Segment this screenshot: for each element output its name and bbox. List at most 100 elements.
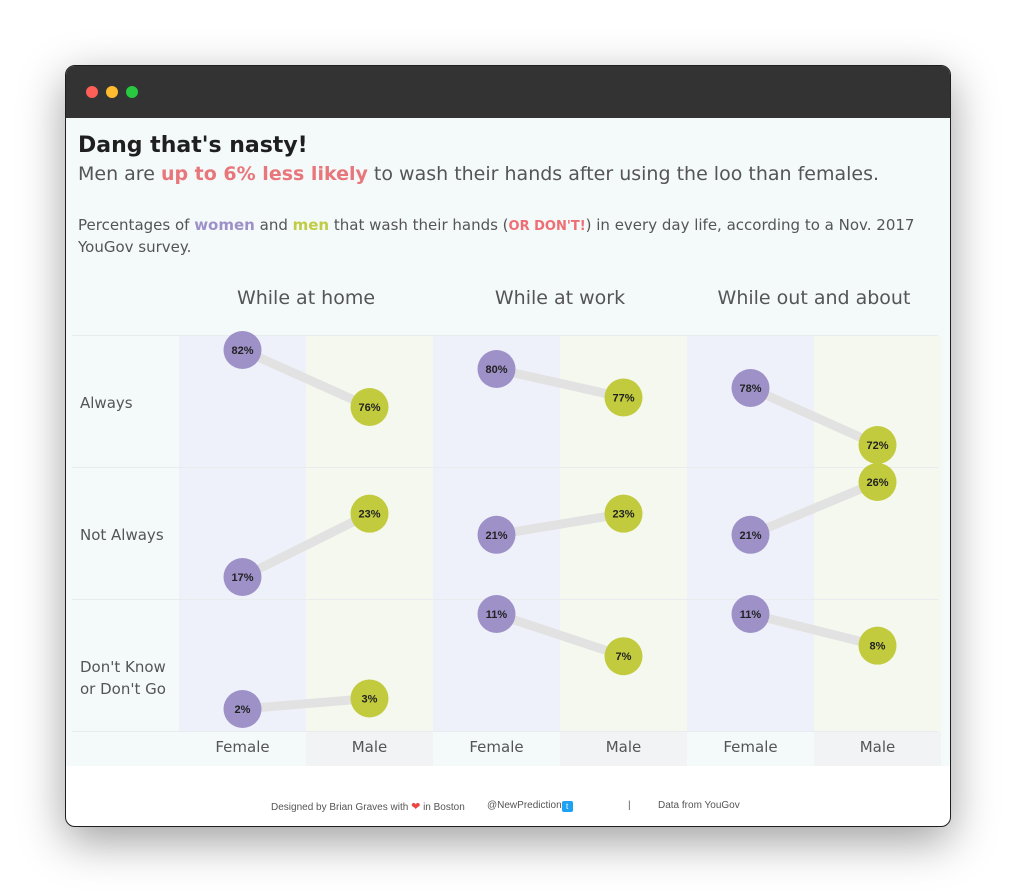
connector-line bbox=[492, 364, 628, 402]
subtitle-suffix: to wash their hands after using the loo … bbox=[367, 163, 880, 185]
data-label: 11% bbox=[486, 609, 508, 621]
female-dot[interactable] bbox=[477, 515, 516, 554]
male-dot[interactable] bbox=[858, 426, 897, 464]
viz-description: Percentages of women and men that wash t… bbox=[78, 215, 928, 257]
row-label-dont-know: Don't Know or Don't Go bbox=[80, 656, 166, 700]
desc-part-2: and bbox=[254, 216, 293, 234]
axis-cell bbox=[560, 732, 687, 766]
twitter-icon[interactable]: t bbox=[561, 801, 573, 812]
desc-women: women bbox=[194, 216, 255, 234]
x-axis-label-male: Male bbox=[605, 738, 642, 756]
data-label: 26% bbox=[866, 477, 888, 489]
row-divider bbox=[72, 335, 938, 336]
panel-header-home: While at home bbox=[236, 287, 376, 309]
viz-subtitle: Men are up to 6% less likely to wash the… bbox=[78, 163, 879, 185]
close-window-button[interactable] bbox=[86, 86, 98, 98]
female-dot[interactable] bbox=[477, 350, 516, 388]
connector-line bbox=[746, 383, 882, 450]
row-label-line: Always bbox=[80, 394, 133, 412]
row-label-always: Always bbox=[80, 392, 133, 414]
connector-line bbox=[746, 477, 882, 540]
axis-cell bbox=[433, 732, 560, 766]
row-divider bbox=[72, 731, 938, 732]
female-dot[interactable] bbox=[223, 558, 262, 596]
desc-part-1: Percentages of bbox=[78, 216, 195, 234]
footer: Designed by Brian Graves with ❤ in Bosto… bbox=[66, 800, 950, 814]
viz-title: Dang that's nasty! bbox=[78, 133, 308, 158]
data-label: 3% bbox=[362, 693, 378, 705]
viz-dashboard: Dang that's nasty! Men are up to 6% less… bbox=[66, 118, 950, 766]
window-titlebar bbox=[66, 66, 950, 118]
maximize-window-button[interactable] bbox=[126, 86, 138, 98]
band-out-male bbox=[814, 335, 941, 732]
connector-line bbox=[238, 693, 374, 714]
x-axis-label-male: Male bbox=[351, 738, 388, 756]
data-label: 17% bbox=[231, 572, 253, 584]
footer-handle-group[interactable]: @NewPrediction t bbox=[487, 800, 573, 812]
data-label: 23% bbox=[612, 509, 634, 521]
connector-line bbox=[492, 509, 628, 540]
dumbbell-plot: 82% 76% 80% 77% 78% 72% 17% 23% 21% 23% 21% 26% 2% 3%… bbox=[223, 331, 897, 728]
axis-cell bbox=[814, 732, 941, 766]
axis-cell bbox=[179, 732, 306, 766]
panel-header-out: While out and about bbox=[717, 287, 911, 309]
axis-cell bbox=[687, 732, 814, 766]
data-label: 80% bbox=[485, 364, 507, 376]
female-dot[interactable] bbox=[223, 331, 262, 369]
data-label: 2% bbox=[235, 704, 251, 716]
data-label: 21% bbox=[739, 530, 761, 542]
male-dot[interactable] bbox=[604, 494, 643, 533]
x-axis-label-female: Female bbox=[469, 738, 524, 756]
male-dot[interactable] bbox=[604, 378, 643, 417]
footer-designed-by: Designed by Brian Graves with bbox=[271, 802, 409, 813]
male-dot[interactable] bbox=[350, 388, 389, 426]
connector-line bbox=[492, 609, 628, 661]
female-dot[interactable] bbox=[731, 515, 770, 554]
female-dot[interactable] bbox=[731, 369, 770, 407]
row-divider bbox=[72, 467, 938, 468]
connector-line bbox=[746, 609, 882, 651]
row-label-line: Not Always bbox=[80, 526, 164, 544]
data-label: 21% bbox=[485, 530, 507, 542]
axis-cell bbox=[306, 732, 433, 766]
row-label-not-always: Not Always bbox=[80, 524, 164, 546]
x-axis-label-female: Female bbox=[723, 738, 778, 756]
data-label: 78% bbox=[739, 383, 761, 395]
band-home-female bbox=[179, 335, 306, 732]
desc-part-3: that wash their hands ( bbox=[329, 216, 509, 234]
browser-window: Dang that's nasty! Men are up to 6% less… bbox=[65, 65, 951, 827]
male-dot[interactable] bbox=[604, 637, 643, 676]
desc-or-dont: OR DON'T! bbox=[508, 219, 586, 234]
male-dot[interactable] bbox=[858, 463, 897, 501]
heart-icon: ❤ bbox=[411, 801, 421, 813]
data-label: 8% bbox=[870, 641, 886, 653]
panel-header-work: While at work bbox=[494, 287, 626, 309]
row-label-line: Don't Know bbox=[80, 658, 166, 676]
minimize-window-button[interactable] bbox=[106, 86, 118, 98]
footer-handle[interactable]: @NewPrediction bbox=[487, 800, 562, 811]
subtitle-highlight: up to 6% less likely bbox=[160, 163, 368, 185]
male-dot[interactable] bbox=[350, 494, 389, 533]
female-dot[interactable] bbox=[731, 595, 770, 633]
connector-line bbox=[238, 509, 374, 582]
female-dot[interactable] bbox=[223, 690, 262, 728]
connector-line bbox=[238, 345, 374, 412]
footer-in-boston: in Boston bbox=[423, 802, 465, 813]
data-label: 77% bbox=[612, 393, 634, 405]
footer-source: Data from YouGov bbox=[658, 800, 740, 811]
x-axis-label-female: Female bbox=[215, 738, 270, 756]
footer-credit: Designed by Brian Graves with ❤ in Bosto… bbox=[271, 800, 465, 813]
footer-divider: | bbox=[628, 800, 631, 811]
data-label: 76% bbox=[358, 402, 380, 414]
data-label: 11% bbox=[740, 609, 762, 621]
data-label: 82% bbox=[231, 345, 253, 357]
desc-part-4: ) in every day life, according to a Nov.… bbox=[78, 216, 915, 256]
female-dot[interactable] bbox=[477, 595, 516, 633]
data-label: 7% bbox=[616, 651, 632, 663]
male-dot[interactable] bbox=[350, 679, 389, 718]
subtitle-prefix: Men are bbox=[78, 163, 161, 185]
desc-men: men bbox=[292, 216, 330, 234]
row-label-line: or Don't Go bbox=[80, 680, 166, 698]
male-dot[interactable] bbox=[858, 626, 897, 665]
data-label: 23% bbox=[358, 509, 380, 521]
